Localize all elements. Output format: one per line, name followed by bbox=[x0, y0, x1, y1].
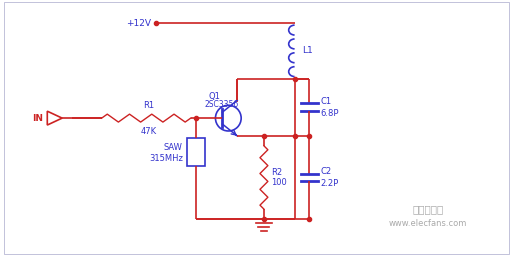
Text: C1: C1 bbox=[320, 97, 332, 106]
Text: +12V: +12V bbox=[126, 19, 151, 28]
Text: 2.2P: 2.2P bbox=[320, 179, 339, 188]
Text: www.elecfans.com: www.elecfans.com bbox=[389, 219, 467, 228]
Text: SAW: SAW bbox=[164, 143, 183, 152]
Text: R1: R1 bbox=[143, 101, 154, 110]
Text: IN: IN bbox=[32, 114, 43, 123]
Text: 100: 100 bbox=[271, 178, 287, 187]
Text: 6.8P: 6.8P bbox=[320, 109, 339, 118]
Text: 电子发烧友: 电子发烧友 bbox=[413, 204, 444, 214]
Text: R2: R2 bbox=[271, 168, 282, 177]
Bar bbox=[187, 138, 205, 166]
Text: 2SC3356: 2SC3356 bbox=[205, 100, 239, 109]
Text: C2: C2 bbox=[320, 167, 332, 176]
Text: L1: L1 bbox=[303, 46, 313, 55]
Text: 315MHz: 315MHz bbox=[149, 154, 183, 163]
Text: Q1: Q1 bbox=[209, 92, 221, 101]
Text: 47K: 47K bbox=[141, 127, 157, 136]
